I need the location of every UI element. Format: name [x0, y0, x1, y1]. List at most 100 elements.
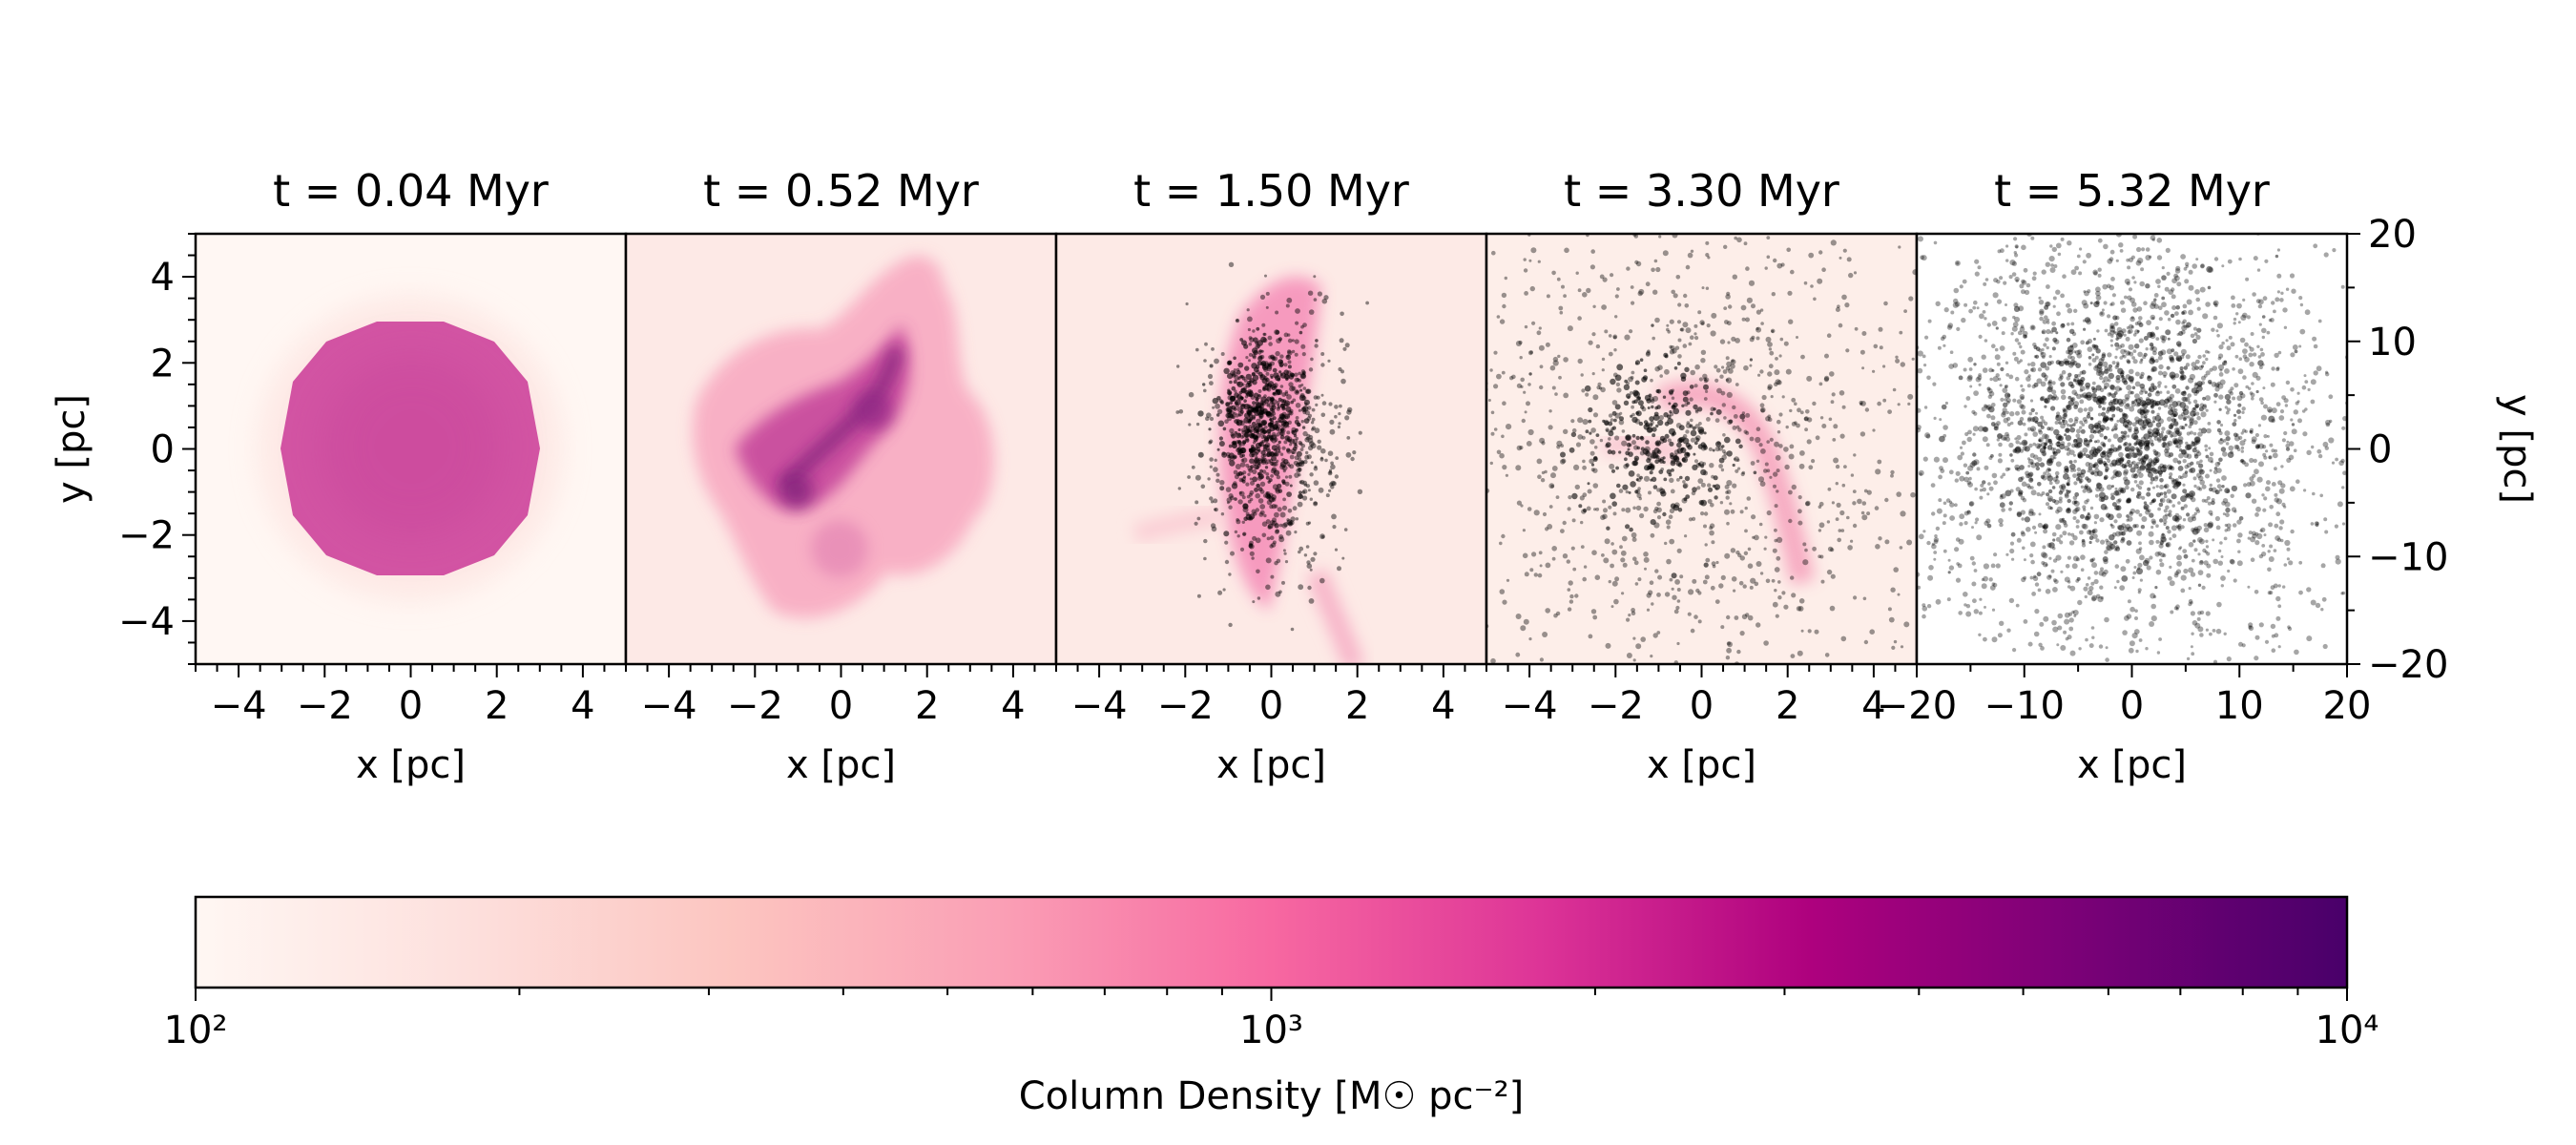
- star-point: [2240, 449, 2244, 453]
- star-point: [2043, 615, 2049, 622]
- star-point: [2182, 549, 2188, 553]
- star-point: [1768, 347, 1773, 351]
- star-point: [2251, 396, 2254, 401]
- star-point: [1592, 412, 1599, 418]
- star-point: [1714, 378, 1719, 383]
- star-point: [1461, 694, 1466, 699]
- star-point: [1716, 387, 1722, 394]
- star-point: [1515, 652, 1521, 657]
- star-point: [1955, 537, 1961, 542]
- star-point: [2296, 400, 2300, 404]
- star-point: [1728, 419, 1734, 424]
- star-point: [1896, 229, 1899, 232]
- star-point: [1564, 247, 1569, 254]
- star-point: [2245, 277, 2250, 281]
- star-point: [2042, 545, 2046, 550]
- star-point: [1515, 465, 1522, 471]
- star-point: [2162, 553, 2167, 558]
- star-point: [1946, 597, 1951, 602]
- star-point: [2082, 118, 2087, 123]
- star-point: [1259, 374, 1266, 381]
- star-point: [2131, 81, 2135, 85]
- star-point: [1933, 747, 1937, 751]
- star-point: [1967, 465, 1974, 471]
- star-point: [1903, 621, 1910, 628]
- star-point: [2249, 457, 2254, 464]
- star-point: [2230, 342, 2235, 347]
- star-point: [1249, 458, 1255, 465]
- star-point: [1238, 490, 1245, 497]
- star-point: [1264, 274, 1267, 278]
- star-point: [2237, 550, 2241, 553]
- star-point: [2288, 560, 2294, 566]
- star-point: [1766, 440, 1770, 444]
- star-point: [1702, 579, 1708, 585]
- star-point: [1973, 390, 1980, 396]
- panel-1-xaxis: −4 −2 0 2 4: [625, 664, 1057, 728]
- star-point: [1248, 342, 1253, 346]
- star-point: [1524, 291, 1528, 296]
- star-point: [2124, 278, 2130, 284]
- star-point: [2055, 510, 2060, 514]
- star-point: [2095, 295, 2102, 301]
- star-point: [1665, 519, 1672, 525]
- star-point: [1219, 480, 1225, 486]
- star-point: [1635, 505, 1642, 511]
- star-point: [1732, 463, 1735, 468]
- star-point: [1989, 585, 1996, 591]
- star-point: [2182, 459, 2187, 464]
- star-point: [2260, 401, 2264, 406]
- star-point: [1776, 489, 1779, 493]
- star-point: [1734, 236, 1737, 240]
- star-point: [2158, 317, 2163, 322]
- star-point: [1262, 386, 1266, 391]
- panel-2-gas-tail: [1306, 569, 1365, 664]
- star-point: [1613, 348, 1617, 352]
- star-point: [1203, 388, 1207, 393]
- star-point: [2078, 271, 2083, 276]
- star-point: [2105, 426, 2110, 431]
- star-point: [1890, 587, 1896, 593]
- star-point: [1697, 406, 1703, 412]
- star-point: [1569, 593, 1574, 599]
- star-point: [1571, 492, 1578, 500]
- star-point: [1725, 495, 1730, 500]
- star-point: [1728, 665, 1732, 669]
- star-point: [1302, 489, 1308, 494]
- star-point: [1942, 334, 1947, 340]
- star-point: [1948, 364, 1955, 369]
- star-point: [1739, 555, 1746, 561]
- star-point: [2000, 397, 2005, 402]
- star-point: [2222, 451, 2228, 457]
- star-point: [1769, 350, 1775, 356]
- star-point: [1988, 486, 1994, 491]
- star-point: [1649, 686, 1652, 689]
- star-point: [2155, 279, 2161, 284]
- star-point: [1677, 338, 1682, 343]
- star-point: [1968, 308, 1974, 314]
- star-point: [2117, 498, 2122, 503]
- star-point: [2150, 518, 2156, 524]
- star-point: [2193, 484, 2197, 489]
- star-point: [2267, 567, 2272, 572]
- star-point: [2138, 316, 2143, 321]
- star-point: [2228, 445, 2234, 451]
- star-point: [1777, 580, 1781, 584]
- star-point: [1772, 601, 1778, 608]
- star-point: [2258, 299, 2264, 305]
- star-point: [1252, 600, 1256, 604]
- star-point: [1582, 419, 1589, 426]
- star-point: [1637, 487, 1641, 490]
- star-point: [1585, 392, 1589, 397]
- star-point: [1671, 572, 1677, 579]
- star-point: [1248, 352, 1253, 357]
- panel-1-xlabel: x [pc]: [786, 743, 896, 787]
- panel-1-gas: [693, 256, 994, 618]
- star-point: [2005, 259, 2009, 262]
- star-point: [1839, 433, 1845, 439]
- star-point: [2259, 347, 2264, 352]
- star-point: [2159, 541, 2164, 546]
- star-point: [2365, 521, 2370, 526]
- star-point: [1643, 556, 1650, 563]
- star-point: [2247, 536, 2251, 540]
